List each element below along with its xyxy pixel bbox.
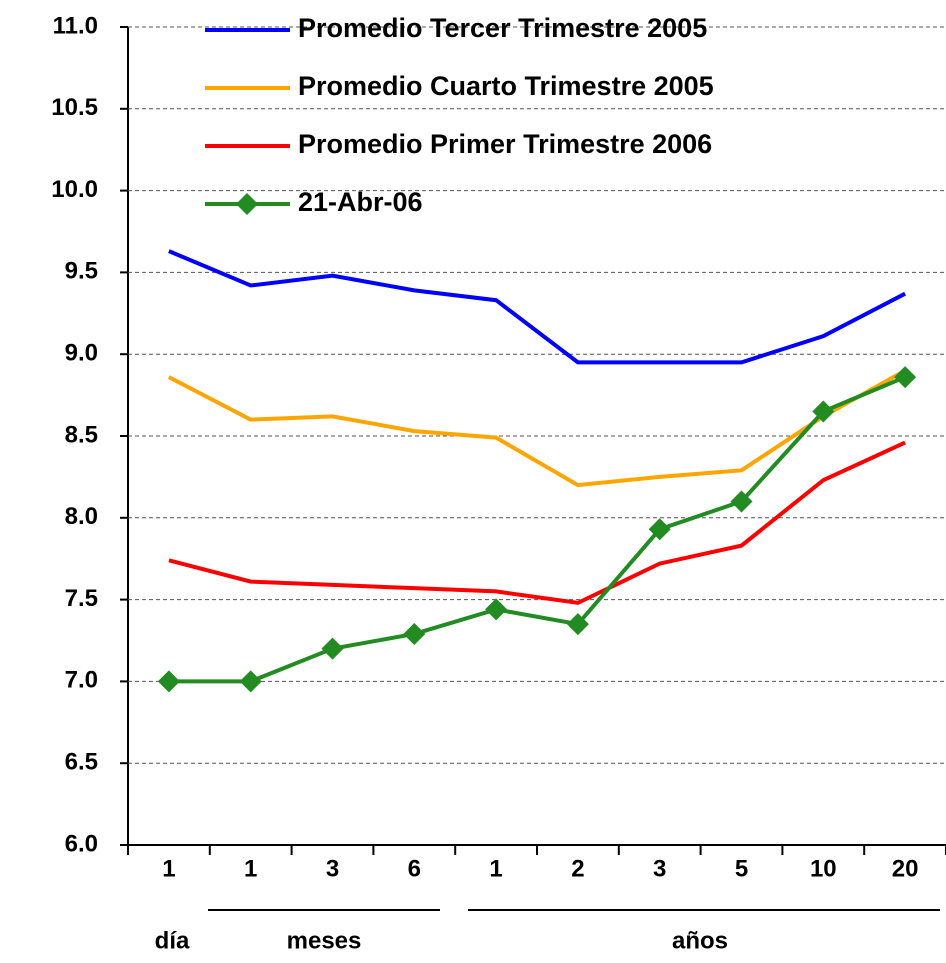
- group-label: día: [155, 927, 190, 954]
- marker: [403, 623, 425, 645]
- y-tick-label: 10.5: [51, 94, 98, 121]
- y-tick-label: 8.0: [65, 503, 98, 530]
- legend-label: Promedio Primer Trimestre 2006: [298, 129, 712, 159]
- x-tick-label: 5: [735, 855, 748, 882]
- line: [169, 377, 905, 681]
- legend-label: Promedio Cuarto Trimestre 2005: [298, 71, 714, 101]
- group-label: años: [672, 927, 728, 954]
- x-tick-label: 1: [489, 855, 502, 882]
- marker: [485, 598, 507, 620]
- y-tick-label: 7.0: [65, 667, 98, 694]
- group-label: meses: [287, 927, 362, 954]
- marker: [894, 366, 916, 388]
- y-tick-label: 6.0: [65, 830, 98, 857]
- y-tick-label: 10.0: [51, 176, 98, 203]
- x-tick-label: 2: [571, 855, 584, 882]
- y-tick-label: 6.5: [65, 749, 98, 776]
- chart: 6.0 6.5 7.0 7.5 8.0 8.5 9.0 9.5 10.0 10.5 11.0 1 1 3 6…: [0, 0, 946, 963]
- legend-marker: [236, 193, 258, 215]
- x-tick-label: 1: [162, 855, 175, 882]
- x-tick-label: 20: [892, 855, 919, 882]
- y-tick-label: 9.0: [65, 340, 98, 367]
- legend-label: 21-Abr-06: [298, 187, 423, 217]
- line: [169, 371, 905, 486]
- x-tick-label: 3: [326, 855, 339, 882]
- marker: [322, 638, 344, 660]
- y-tick-label: 11.0: [53, 12, 98, 39]
- legend-label: Promedio Tercer Trimestre 2005: [298, 13, 707, 43]
- x-tick-label: 6: [408, 855, 421, 882]
- y-tick-label: 9.5: [65, 258, 98, 285]
- line: [169, 443, 905, 603]
- y-tick-label: 7.5: [65, 585, 98, 612]
- y-tick-label: 8.5: [65, 421, 98, 448]
- x-tick-label: 10: [810, 855, 837, 882]
- x-tick-label: 3: [653, 855, 666, 882]
- x-tick-label: 1: [244, 855, 257, 882]
- line: [169, 251, 905, 362]
- marker: [158, 670, 180, 692]
- marker: [240, 670, 262, 692]
